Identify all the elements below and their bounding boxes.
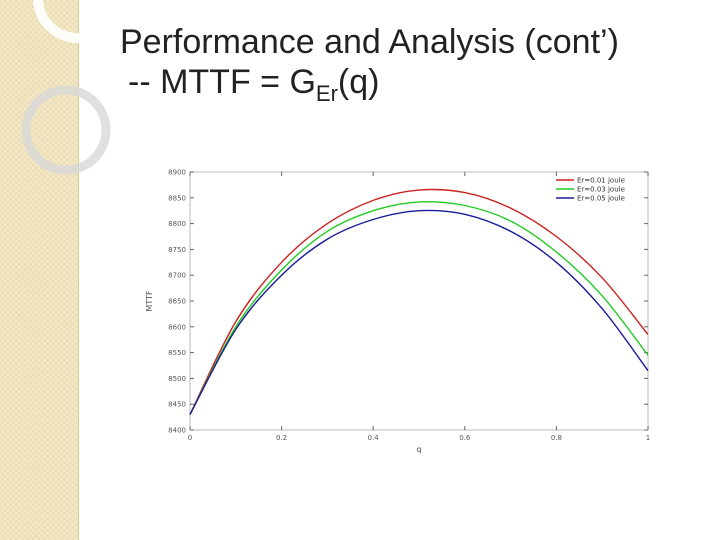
decorative-rings: [21, 0, 120, 175]
title-line-1: Performance and Analysis (cont’): [120, 23, 619, 61]
series-line-2: [189, 200, 649, 415]
x-tick-label: 1: [646, 434, 650, 442]
y-tick-label: 8650: [168, 298, 186, 306]
series-line-3: [189, 209, 649, 415]
mttf-chart: 8400 8450 8500 8550 8600 8650 8700 8750 8800 8850…: [145, 169, 650, 455]
x-tick-label: 0.8: [551, 434, 562, 442]
y-tick-label: 8800: [168, 220, 186, 228]
title-formula-end: (q): [337, 63, 380, 101]
y-tick-label: 8900: [168, 169, 186, 177]
y-tick-label: 8550: [168, 349, 186, 357]
y-tick-label: 8850: [168, 194, 186, 202]
y-tick-label: 8450: [168, 401, 186, 409]
y-axis-label: MTTF: [145, 290, 154, 312]
y-tick-label: 8600: [168, 323, 186, 331]
y-tick-label: 8500: [168, 375, 186, 383]
legend-label-1: Er=0.01 joule: [577, 177, 625, 185]
y-tick-label: 8400: [168, 427, 186, 435]
y-axis-ticks: 8400 8450 8500 8550 8600 8650 8700 8750 8800 8850…: [168, 169, 648, 435]
legend-label-3: Er=0.05 joule: [577, 195, 625, 203]
slide-title: Performance and Analysis (cont’) -- MTTF…: [120, 22, 619, 114]
x-tick-label: 0.4: [368, 434, 380, 442]
legend-label-2: Er=0.03 joule: [577, 186, 625, 194]
x-tick-label: 0.6: [459, 434, 471, 442]
x-tick-label: 0: [188, 434, 192, 442]
x-axis-ticks: 0 0.2 0.4 0.6 0.8 1: [188, 172, 650, 442]
x-tick-label: 0.2: [276, 434, 287, 442]
title-formula: -- MTTF = G: [128, 63, 316, 101]
y-tick-label: 8750: [168, 246, 186, 254]
x-axis-label: q: [416, 445, 421, 454]
title-subscript: Er: [315, 81, 338, 106]
series-lines: [189, 188, 649, 415]
series-line-1: [189, 188, 649, 415]
y-tick-label: 8700: [168, 272, 186, 280]
title-line-2: -- MTTF = GEr(q): [128, 62, 619, 114]
